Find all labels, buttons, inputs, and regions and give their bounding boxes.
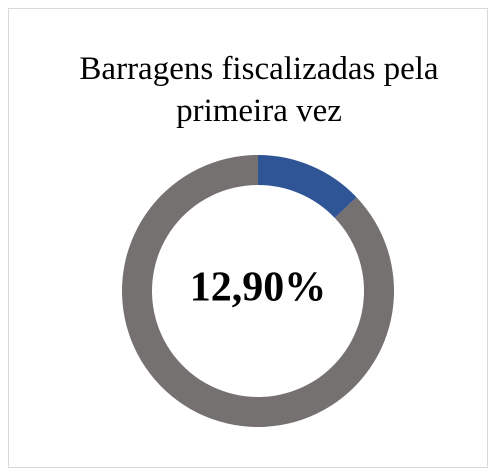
chart: 12,90% — [122, 155, 395, 428]
center-label: 12,90% — [190, 265, 327, 311]
page: {"chart_data": {"type": "pie", "title": … — [8, 8, 488, 468]
donut-slice — [258, 155, 357, 218]
chart-title: Barragens fiscalizadas pela primeira vez — [79, 51, 439, 129]
